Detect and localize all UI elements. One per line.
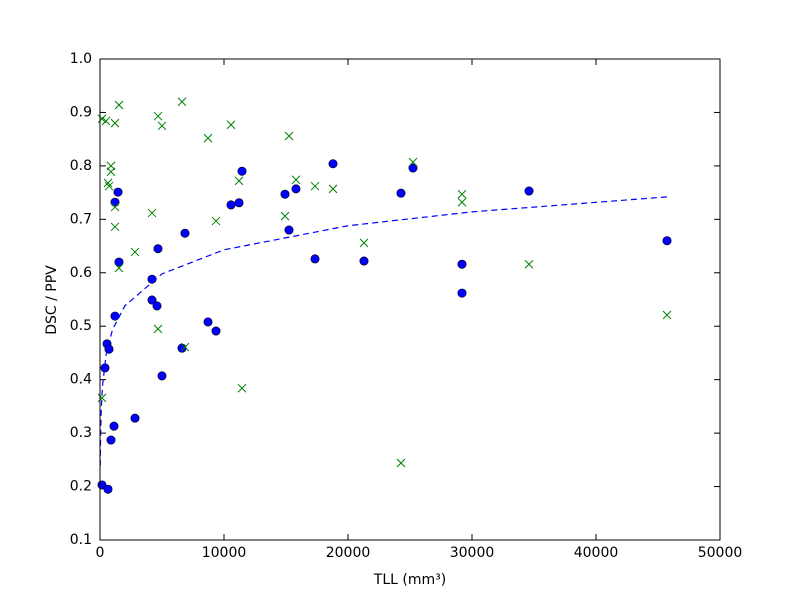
point [310,254,320,264]
x-tick-label: 0 [96,545,105,561]
x-tick-label: 30000 [450,545,495,561]
point [177,97,187,107]
point [103,178,113,188]
point [110,118,120,128]
point [524,259,534,269]
point [359,256,369,266]
point [328,184,338,194]
point [203,317,213,327]
point [104,181,114,191]
point [457,288,467,298]
point [180,228,190,238]
x-tick-label: 20000 [326,545,371,561]
point [153,244,163,254]
point [114,257,124,267]
point [211,326,221,336]
point [237,166,247,176]
point [408,157,418,167]
point [291,175,301,185]
point [106,435,116,445]
point [662,236,672,246]
point [396,188,406,198]
fit-line [99,196,668,466]
point [328,159,338,169]
point [157,371,167,381]
y-tick-label: 0.1 [70,532,92,548]
y-tick-label: 1.0 [70,51,92,67]
point [237,383,247,393]
point [359,238,369,248]
point [310,181,320,191]
point [157,121,167,131]
point [396,458,406,468]
point [211,216,221,226]
point [284,225,294,235]
point [101,116,111,126]
point [110,202,120,212]
point [97,114,107,124]
y-axis-label: DSC / PPV [44,265,60,335]
point [147,295,157,305]
point [284,131,294,141]
point [177,343,187,353]
x-tick-label: 10000 [202,545,247,561]
point [226,200,236,210]
point [104,344,114,354]
point [234,176,244,186]
point [408,163,418,173]
point [110,197,120,207]
point [291,184,301,194]
point [203,133,213,143]
point [97,393,107,403]
y-tick-label: 0.3 [70,425,92,441]
y-tick-label: 0.5 [70,318,92,334]
point [103,484,113,494]
point [524,186,534,196]
point [130,247,140,257]
point [153,324,163,334]
point [226,120,236,130]
point [152,301,162,311]
y-tick-label: 0.8 [70,158,92,174]
point [109,421,119,431]
point [114,100,124,110]
point [280,211,290,221]
plot-frame [99,58,721,541]
point [457,189,467,199]
y-tick-label: 0.2 [70,479,92,495]
point [110,311,120,321]
y-tick-label: 0.9 [70,104,92,120]
point [457,197,467,207]
x-tick-label: 50000 [698,545,743,561]
y-tick-label: 0.7 [70,211,92,227]
point [114,263,124,273]
point [130,413,140,423]
point [662,310,672,320]
point [147,208,157,218]
point [153,111,163,121]
point [113,187,123,197]
point [457,259,467,269]
point [110,222,120,232]
point [180,342,190,352]
x-tick-label: 40000 [574,545,619,561]
x-axis-label: TLL (mm³) [373,572,446,588]
point [280,189,290,199]
y-tick-label: 0.6 [70,265,92,281]
point [106,167,116,177]
y-tick-label: 0.4 [70,372,92,388]
point [234,198,244,208]
